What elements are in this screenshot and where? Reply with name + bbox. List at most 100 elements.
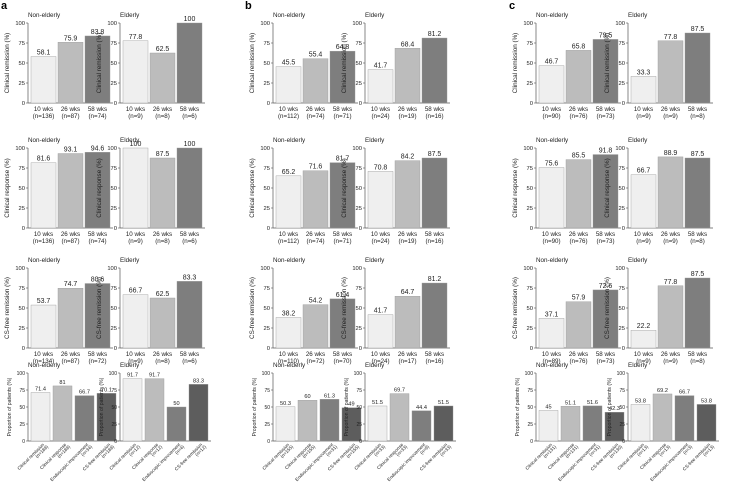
bar-value-label: 71.6 (309, 164, 323, 171)
chart-title: Elderly (628, 257, 648, 264)
y-tick-label: 25 (356, 81, 362, 87)
bar-value-label: 38.2 (282, 310, 296, 317)
y-tick-label: 75 (111, 286, 117, 292)
x-tick-n-label: (n=87) (61, 238, 79, 245)
chart-a-prop-eld: Elderly 0 25 50 75 100 Proportion of patients … (99, 362, 211, 482)
bar (630, 76, 657, 104)
chart-title: Non-elderly (536, 137, 569, 144)
chart-c-csfree-non: Non-elderly 0 25 50 75 100 CS-free remission (… (512, 257, 621, 365)
bar (592, 154, 619, 229)
x-tick-label: 26 wks (153, 231, 172, 238)
bar (630, 330, 657, 349)
chart-a-response-non: Non-elderly 0 25 50 75 100 Clinical response (… (4, 137, 113, 245)
bar-value-label: 33.3 (637, 69, 651, 76)
x-tick-n-label: (n=3) (682, 444, 694, 456)
y-axis-label: CS-free remission (%) (512, 277, 519, 339)
bar-value-label: 69.7 (394, 388, 405, 394)
bar (433, 405, 454, 442)
y-tick-label: 75 (19, 41, 25, 47)
x-tick-label: 10 wks (542, 351, 561, 358)
bar (538, 65, 565, 104)
y-tick-label: 75 (111, 41, 117, 47)
bar (367, 314, 394, 349)
y-tick-label: 0 (114, 226, 117, 232)
y-tick-label: 50 (264, 405, 270, 411)
y-tick-label: 75 (527, 388, 533, 394)
x-tick-label: 58 wks (88, 231, 107, 238)
y-tick-label: 100 (15, 21, 25, 27)
y-tick-label: 100 (107, 266, 117, 272)
y-tick-label: 100 (17, 371, 26, 377)
x-tick-n-label: (n=16) (425, 238, 443, 245)
y-tick-label: 75 (356, 41, 362, 47)
y-axis-label: CS-free remission (%) (249, 277, 256, 339)
x-tick-n-label: (n=73) (596, 113, 614, 120)
y-tick-label: 25 (264, 81, 270, 87)
bar-value-label: 53.7 (37, 298, 51, 305)
chart-c-csfree-eld: Elderly 0 25 50 75 100 CS-free remission (%) 22… (604, 257, 713, 365)
bar-value-label: 51.5 (372, 400, 383, 406)
x-tick-label: 10 wks (634, 106, 653, 113)
x-tick-n-label: (n=112) (278, 238, 299, 245)
bar (149, 52, 176, 104)
y-tick-label: 0 (622, 346, 625, 352)
y-axis-label: Clinical response (%) (96, 158, 103, 218)
bar-value-label: 64.7 (401, 289, 415, 296)
y-tick-label: 75 (264, 41, 270, 47)
x-tick-label: 58 wks (88, 106, 107, 113)
chart-title: Elderly (365, 12, 385, 19)
y-tick-label: 0 (22, 439, 25, 445)
y-axis-label: Proportion of patients (%) (344, 377, 350, 436)
x-tick-label: 10 wks (634, 231, 653, 238)
y-tick-label: 0 (267, 439, 270, 445)
y-axis-label: Clinical response (%) (512, 158, 519, 218)
bar (84, 35, 111, 104)
y-tick-label: 25 (527, 422, 533, 428)
y-tick-label: 100 (615, 266, 625, 272)
x-tick-label: 26 wks (398, 351, 417, 358)
y-tick-label: 0 (267, 346, 270, 352)
y-axis-label: CS-free remission (%) (4, 277, 11, 339)
bar-value-label: 75.9 (64, 35, 78, 42)
x-tick-n-label: (n=76) (569, 358, 587, 365)
bar-value-label: 83.8 (91, 29, 105, 36)
bar (630, 404, 651, 442)
chart-title: Non-elderly (536, 257, 569, 264)
bar-value-label: 55.4 (309, 52, 323, 59)
y-tick-label: 25 (619, 326, 625, 332)
x-tick-label: 10 wks (634, 351, 653, 358)
y-tick-label: 25 (19, 206, 25, 212)
bar (367, 405, 388, 442)
bar-value-label: 74.7 (64, 281, 78, 288)
chart-title: Elderly (628, 137, 648, 144)
chart-title: Elderly (365, 137, 385, 144)
bar-value-label: 50 (173, 401, 179, 407)
y-axis-label: Proportion of patients (%) (515, 377, 521, 436)
bar (421, 157, 448, 229)
bar-value-label: 44.4 (416, 405, 427, 411)
y-tick-label: 25 (527, 206, 533, 212)
y-tick-label: 100 (262, 371, 271, 377)
x-tick-label: 58 wks (180, 231, 199, 238)
y-tick-label: 75 (264, 286, 270, 292)
x-tick-n-label: (n=19) (398, 113, 416, 120)
bar-value-label: 41.7 (374, 63, 388, 70)
y-tick-label: 50 (527, 61, 533, 67)
bar-value-label: 53.8 (701, 398, 712, 404)
chart-title: Non-elderly (28, 362, 61, 369)
y-tick-label: 100 (260, 146, 270, 152)
bar (538, 410, 559, 442)
chart-a-response-eld: Elderly 0 25 50 75 100 Clinical response (%) 10… (96, 137, 205, 245)
y-tick-label: 50 (264, 61, 270, 67)
bar (275, 406, 296, 442)
y-tick-label: 100 (617, 371, 626, 377)
bar-value-label: 93.1 (64, 147, 78, 154)
x-tick-n-label: (n=9) (663, 358, 678, 365)
x-tick-label: 26 wks (61, 106, 80, 113)
chart-title: Non-elderly (273, 257, 306, 264)
chart-title: Elderly (628, 12, 648, 19)
y-tick-label: 100 (354, 371, 363, 377)
y-tick-label: 50 (356, 405, 362, 411)
bar-value-label: 69.2 (657, 388, 668, 394)
x-tick-n-label: (n=74) (306, 113, 324, 120)
